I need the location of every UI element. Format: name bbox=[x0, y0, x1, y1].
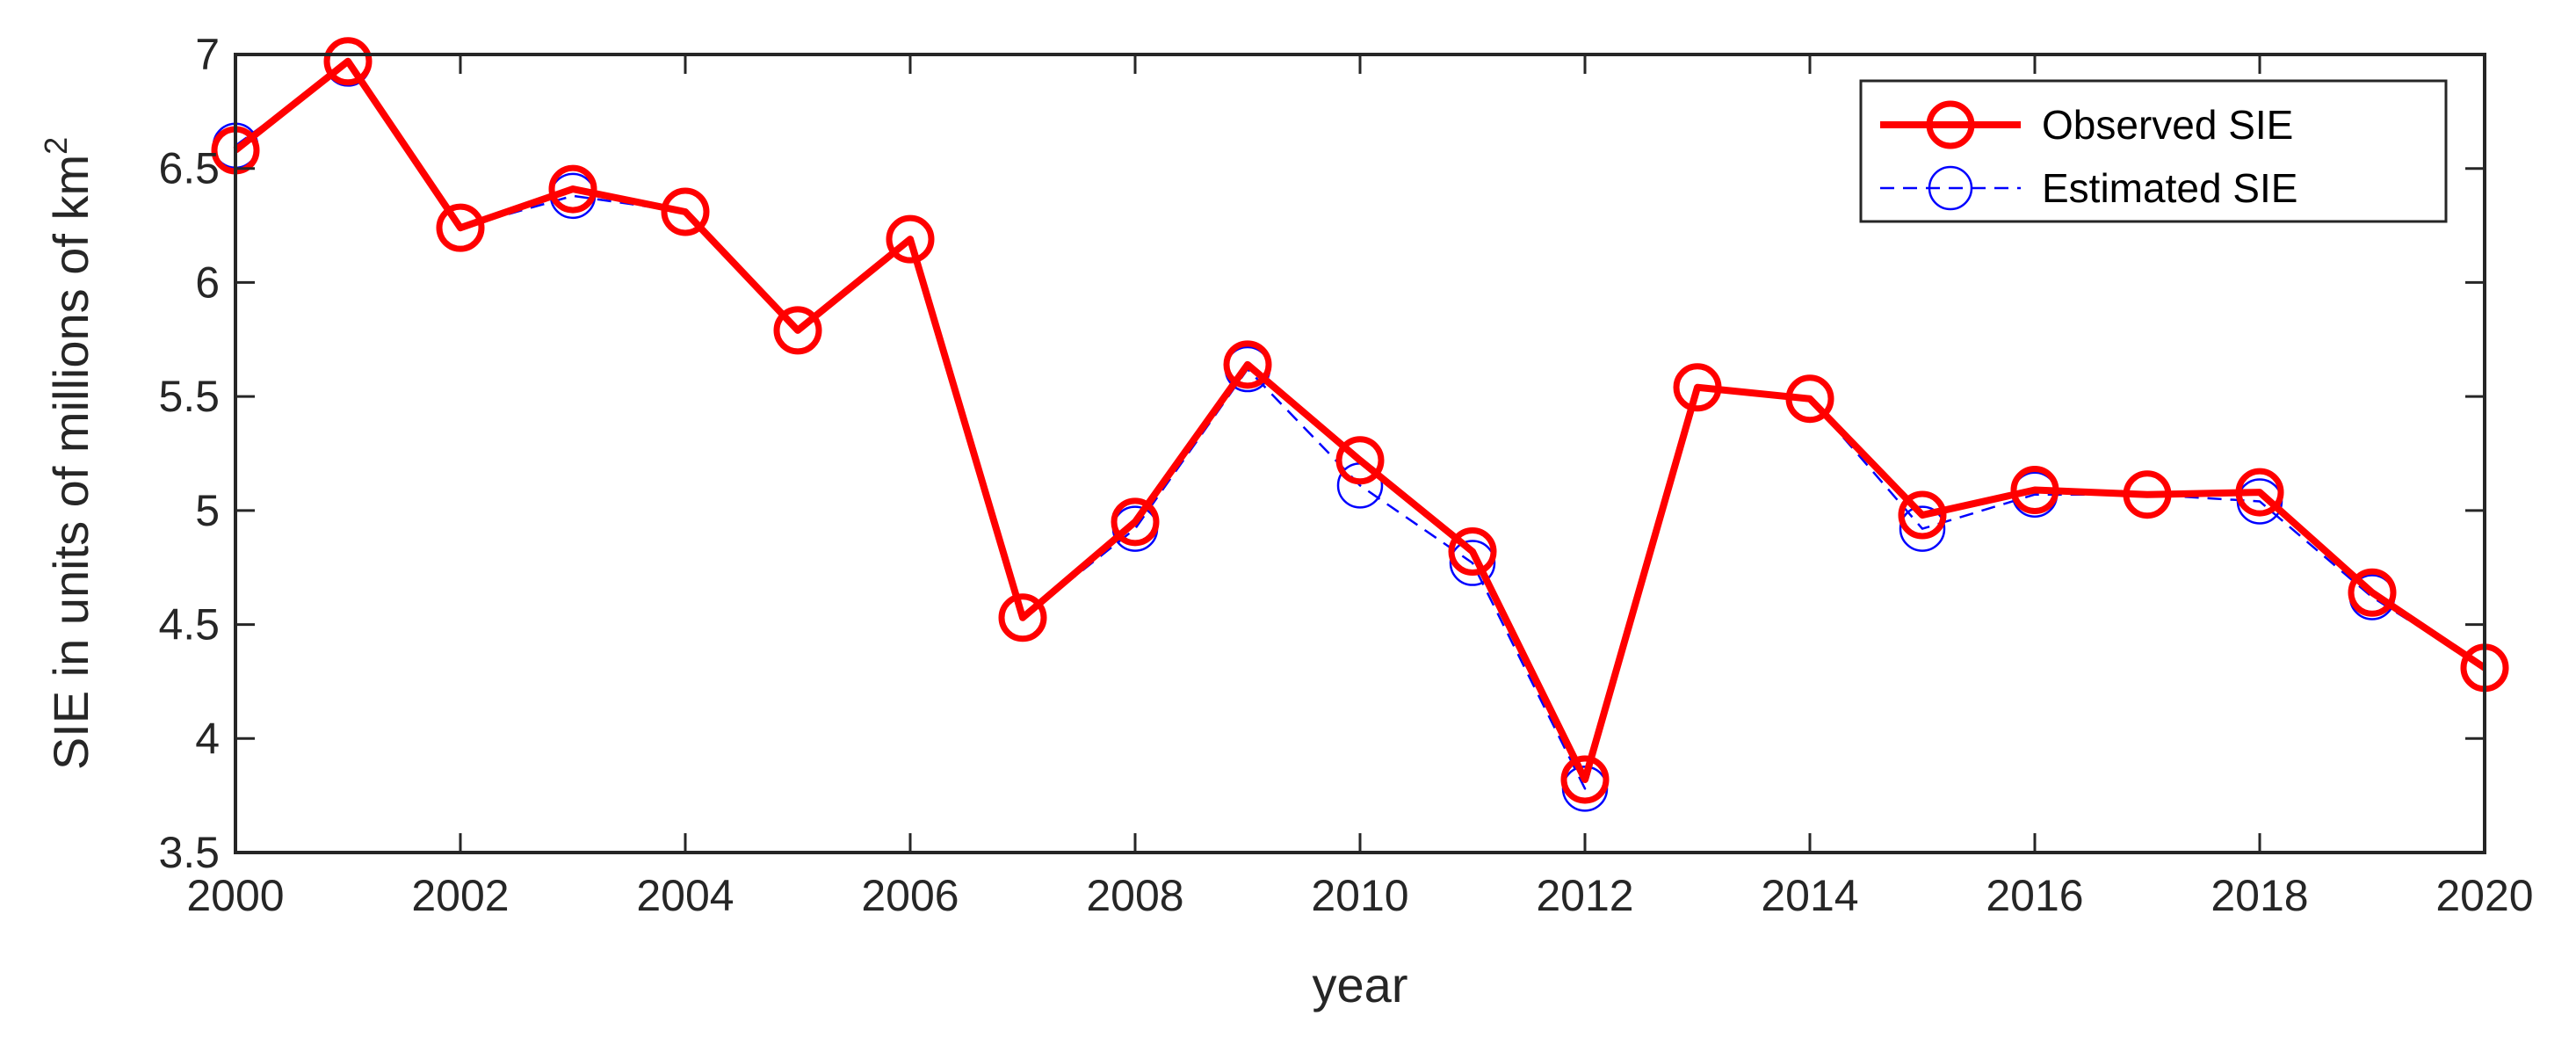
series-0-point bbox=[1673, 363, 1722, 412]
series-0-point bbox=[773, 306, 822, 355]
y-tick-label: 4.5 bbox=[158, 600, 220, 649]
y-tick-label: 5 bbox=[195, 486, 220, 535]
series-1-point bbox=[1449, 540, 1496, 586]
series-0-point bbox=[2348, 568, 2397, 617]
series-0-point bbox=[548, 164, 597, 214]
x-axis-label: year bbox=[1313, 957, 1408, 1012]
x-tick-label: 2006 bbox=[861, 871, 959, 920]
x-tick-label: 2016 bbox=[1986, 871, 2083, 920]
y-tick-label: 6.5 bbox=[158, 144, 220, 193]
legend: Observed SIE Estimated SIE bbox=[1859, 79, 2448, 223]
series-0-point bbox=[1448, 527, 1497, 577]
y-axis-label-text: SIE in units of millions of km bbox=[43, 155, 98, 770]
legend-label: Observed SIE bbox=[2042, 102, 2293, 148]
series-0-point bbox=[1223, 340, 1272, 389]
series-0-point bbox=[2010, 466, 2059, 515]
series-0-point bbox=[886, 214, 935, 264]
legend-label: Estimated SIE bbox=[2042, 165, 2297, 211]
y-axis-label-superscript: 2 bbox=[38, 137, 74, 155]
x-tick-label: 2018 bbox=[2211, 871, 2308, 920]
x-tick-label: 2020 bbox=[2435, 871, 2533, 920]
y-tick-label: 4 bbox=[195, 714, 220, 763]
y-tick-label: 7 bbox=[195, 30, 220, 79]
series-0-point bbox=[1111, 497, 1160, 547]
y-tick-label: 6 bbox=[195, 258, 220, 307]
x-tick-label: 2004 bbox=[636, 871, 734, 920]
x-tick-label: 2014 bbox=[1761, 871, 1858, 920]
legend-swatch-marker bbox=[1926, 100, 1975, 149]
series-0-point bbox=[1560, 755, 1610, 804]
series-0-point bbox=[998, 593, 1047, 642]
x-tick-label: 2008 bbox=[1086, 871, 1183, 920]
x-tick-label: 2012 bbox=[1536, 871, 1633, 920]
series-0-point bbox=[1785, 374, 1834, 424]
series-0-point bbox=[323, 37, 373, 86]
x-tick-label: 2000 bbox=[186, 871, 284, 920]
series-0-point bbox=[2123, 470, 2172, 519]
x-tick-label: 2002 bbox=[411, 871, 509, 920]
y-tick-label: 3.5 bbox=[158, 828, 220, 877]
tick-layer: 2000 2002 2004 2006 2008 2010 2012 2014 2016 2018… bbox=[158, 30, 2533, 920]
legend-box bbox=[1859, 79, 2448, 223]
series-1-point bbox=[1899, 505, 1946, 552]
series-line-1 bbox=[235, 62, 2486, 790]
series-line-0 bbox=[233, 57, 2487, 783]
series-0-point bbox=[1335, 436, 1385, 485]
x-tick-label: 2010 bbox=[1311, 871, 1408, 920]
series-0-point bbox=[1898, 490, 1947, 540]
series-0-point bbox=[661, 187, 710, 236]
series-0-point bbox=[436, 203, 485, 252]
legend-swatch-marker bbox=[1928, 165, 1973, 211]
y-axis-label: SIE in units of millions of km2 bbox=[38, 137, 98, 770]
series-0-point bbox=[2235, 468, 2284, 517]
y-tick-label: 5.5 bbox=[158, 372, 220, 421]
